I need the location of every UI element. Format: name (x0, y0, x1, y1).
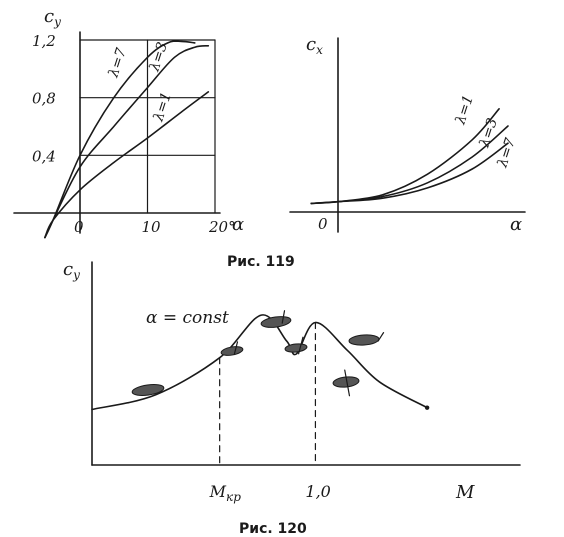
airfoil-sketch-4 (284, 336, 308, 355)
cy-alpha-grid (79, 39, 216, 214)
series-line-7 (310, 142, 509, 205)
airfoil-sketch-6 (332, 369, 360, 397)
figure-120-caption: Рис. 120 (239, 521, 307, 537)
airfoil-sketch-2 (220, 341, 244, 356)
series-label-7: λ=7 (105, 46, 130, 80)
x-tick-label: 1,0 (305, 482, 330, 501)
airfoil-sketch-3 (260, 310, 292, 328)
series-line-3 (44, 45, 210, 239)
series-label-3: λ=3 (476, 116, 501, 150)
cy-alpha-series: λ=7 λ=3λ=1 (44, 40, 210, 239)
alpha-const-annotation: α = const (146, 308, 229, 328)
series-line-1 (44, 91, 210, 239)
cy-alpha-tick-labels: 0 10 20° 0,4 0,8 1,2 (32, 32, 236, 236)
x-tick-label: Mкр (209, 482, 242, 504)
y-tick-label: 0,4 (32, 147, 56, 165)
cx-alpha-x-axis-label: α (510, 214, 522, 235)
series-line-1 (310, 108, 500, 205)
series-label-1: λ=1 (452, 93, 477, 127)
airfoil-sketch-1 (131, 384, 165, 396)
cx-alpha-origin-label: 0 (318, 215, 328, 233)
cx-alpha-series: λ=1λ=3λ=7 (310, 93, 519, 205)
x-tick-label: 10 (142, 218, 162, 236)
cy-mach-tick-labels: Mкр 1,0 (209, 482, 331, 504)
series-label-7: λ=7 (494, 136, 519, 170)
cy-alpha-chart: 0 10 20°0,40,81,2 λ=7 λ=3λ=1 cy α (13, 6, 244, 239)
cy-alpha-axes (13, 31, 221, 234)
cy-alpha-x-axis-label: α (232, 214, 244, 235)
figure-119-caption: Рис. 119 (227, 254, 295, 270)
cx-alpha-y-axis-label: cx (306, 34, 323, 57)
cy-mach-chart: Mкр 1,0 cy M α = const (63, 259, 521, 504)
cx-alpha-axes (289, 37, 526, 233)
cy-alpha-y-axis-label: cy (44, 6, 61, 29)
airfoil-sketch-5 (348, 332, 385, 346)
cy-mach-x-axis-label: M (455, 482, 475, 503)
cy-mach-y-axis-label: cy (63, 259, 80, 282)
series-label-3: λ=3 (146, 40, 171, 74)
x-tick-label: 0 (74, 218, 84, 236)
cx-alpha-chart: λ=1λ=3λ=7 cx 0 α (289, 34, 526, 235)
x-tick-label: 20° (208, 218, 236, 236)
y-tick-label: 1,2 (32, 32, 56, 50)
cy-mach-axes (91, 261, 521, 466)
y-tick-label: 0,8 (32, 90, 56, 108)
curve-end-dot (424, 405, 430, 410)
